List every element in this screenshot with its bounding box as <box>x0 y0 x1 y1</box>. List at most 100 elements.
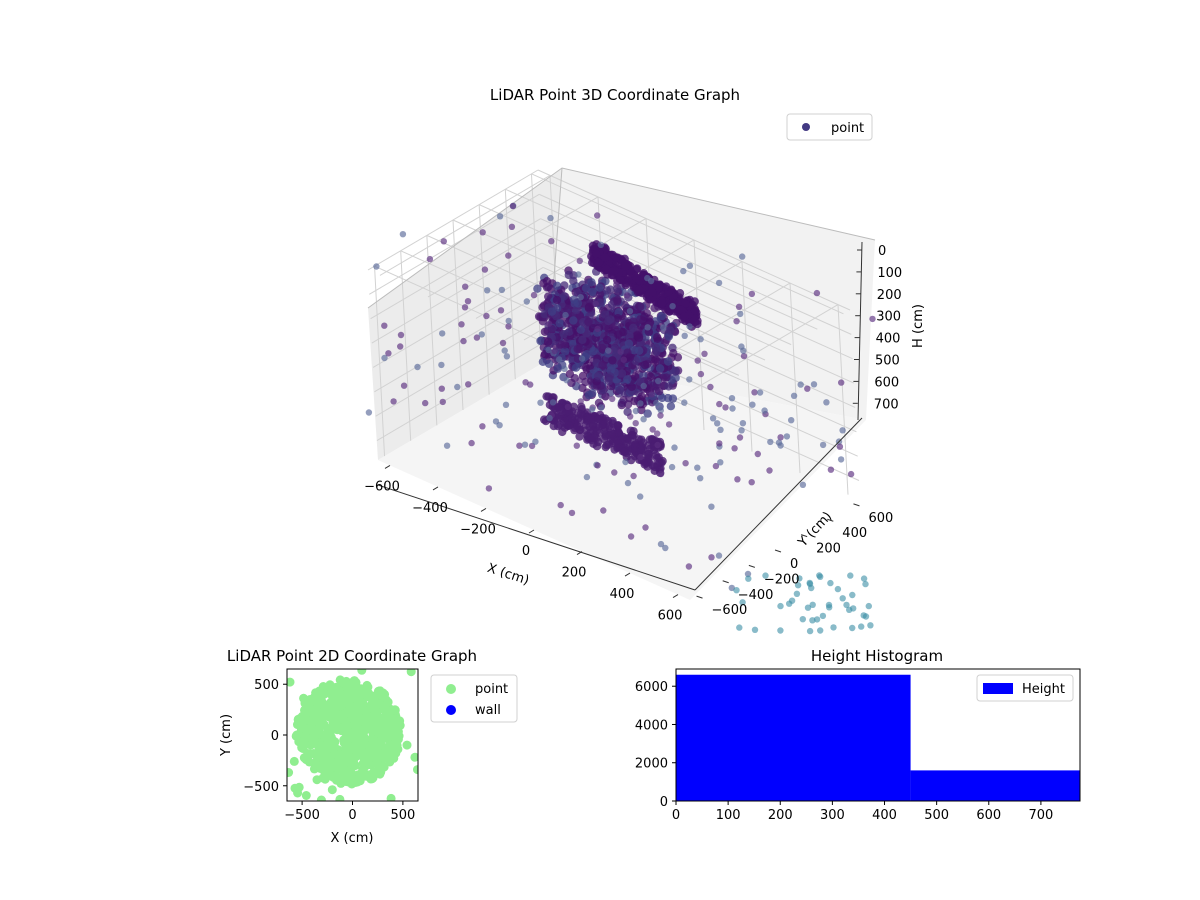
point-3d <box>663 393 673 403</box>
point-3d <box>592 249 601 258</box>
point-3d <box>657 407 664 414</box>
point-3d <box>817 627 824 634</box>
point-2d <box>300 724 310 734</box>
point-3d <box>767 438 774 446</box>
point-2d <box>380 689 390 699</box>
point-3d <box>788 597 796 604</box>
point-3d <box>584 317 593 327</box>
x-tick-mark-3d <box>528 529 535 534</box>
point-2d <box>385 757 395 767</box>
point-2d <box>388 747 397 757</box>
grid-side-h-0 <box>367 169 539 271</box>
point-3d <box>573 442 580 449</box>
point-3d <box>390 398 397 405</box>
point-2d <box>339 770 349 779</box>
point-3d <box>717 426 724 433</box>
point-3d <box>492 418 500 425</box>
legend-2d-wall-label: wall <box>475 703 501 718</box>
y-tick-label-2d: −500 <box>243 780 279 795</box>
point-2d <box>362 748 372 758</box>
point-3d <box>766 467 773 474</box>
point-3d <box>600 507 607 514</box>
point-3d <box>629 427 638 436</box>
point-3d <box>640 416 647 423</box>
point-2d <box>324 700 334 710</box>
z-tick-label-3d: 600 <box>874 375 899 390</box>
z-tick-label-3d: 700 <box>874 397 899 412</box>
legend-2d-wall-marker <box>446 705 456 715</box>
point-3d <box>728 395 736 402</box>
y-tick-label-hist: 6000 <box>635 680 668 695</box>
point-3d <box>602 286 612 295</box>
z-tick-label-3d: 500 <box>875 354 900 369</box>
point-3d <box>465 381 472 388</box>
point-3d <box>836 443 844 450</box>
point-2d <box>378 762 388 772</box>
y-tick-label-3d: −600 <box>712 603 748 618</box>
point-3d <box>598 404 605 411</box>
scatter-3d-points <box>365 202 876 635</box>
x-tick-label-hist: 0 <box>672 808 680 823</box>
point-2d <box>390 705 400 715</box>
point-3d <box>567 413 577 422</box>
point-3d <box>777 602 784 610</box>
point-3d <box>516 442 523 449</box>
point-3d <box>819 612 827 620</box>
point-3d <box>638 438 648 447</box>
y-tick-mark-3d <box>696 595 703 599</box>
point-2d <box>320 706 330 716</box>
point-3d <box>576 325 585 334</box>
point-3d <box>556 404 565 413</box>
y-tick-label-3d: 600 <box>868 511 893 526</box>
point-3d <box>521 441 529 448</box>
y-tick-label-3d: 0 <box>790 557 798 572</box>
x-tick-label-2d: 500 <box>390 808 415 823</box>
y-tick-label-3d: −200 <box>764 572 800 587</box>
point-3d <box>608 356 617 365</box>
point-3d <box>458 321 465 328</box>
point-3d <box>849 624 856 632</box>
point-3d <box>564 270 573 280</box>
point-3d <box>697 370 705 378</box>
point-3d <box>559 329 568 339</box>
point-3d <box>649 426 656 433</box>
point-2d <box>299 693 309 703</box>
point-2d <box>358 765 367 775</box>
histogram-frame <box>675 668 1081 802</box>
point-3d <box>546 414 553 422</box>
point-3d <box>620 356 627 363</box>
point-3d <box>632 407 640 415</box>
z-axis-label: H (cm) <box>911 304 926 348</box>
point-2d <box>315 729 324 739</box>
point-3d <box>594 325 601 333</box>
grid-side-h-3 <box>371 242 543 344</box>
point-3d <box>547 307 557 316</box>
point-3d <box>636 302 645 311</box>
point-3d <box>561 365 568 372</box>
point-3d <box>460 337 467 345</box>
point-3d <box>562 311 569 319</box>
point-3d <box>637 493 644 500</box>
point-3d <box>530 291 538 299</box>
point-3d <box>777 627 784 634</box>
point-3d <box>680 312 689 321</box>
point-2d <box>391 724 401 733</box>
point-3d <box>602 393 609 401</box>
chart-3d-title: LiDAR Point 3D Coordinate Graph <box>490 86 740 104</box>
point-3d <box>655 364 665 373</box>
y-axis-line <box>694 417 863 591</box>
x-tick-label-3d: 200 <box>562 566 587 581</box>
point-3d <box>693 319 702 329</box>
point-3d <box>589 433 599 443</box>
point-2d <box>335 750 344 760</box>
point-3d <box>502 401 510 408</box>
legend-3d-box <box>786 113 873 141</box>
legend-histogram-box <box>976 674 1074 702</box>
point-2d <box>312 775 322 785</box>
grid-side-y-1 <box>400 250 412 441</box>
y-tick-label-3d: −400 <box>738 588 774 603</box>
point-3d <box>654 441 661 449</box>
point-3d <box>461 304 469 311</box>
point-3d <box>663 357 673 366</box>
point-2d <box>347 713 357 723</box>
